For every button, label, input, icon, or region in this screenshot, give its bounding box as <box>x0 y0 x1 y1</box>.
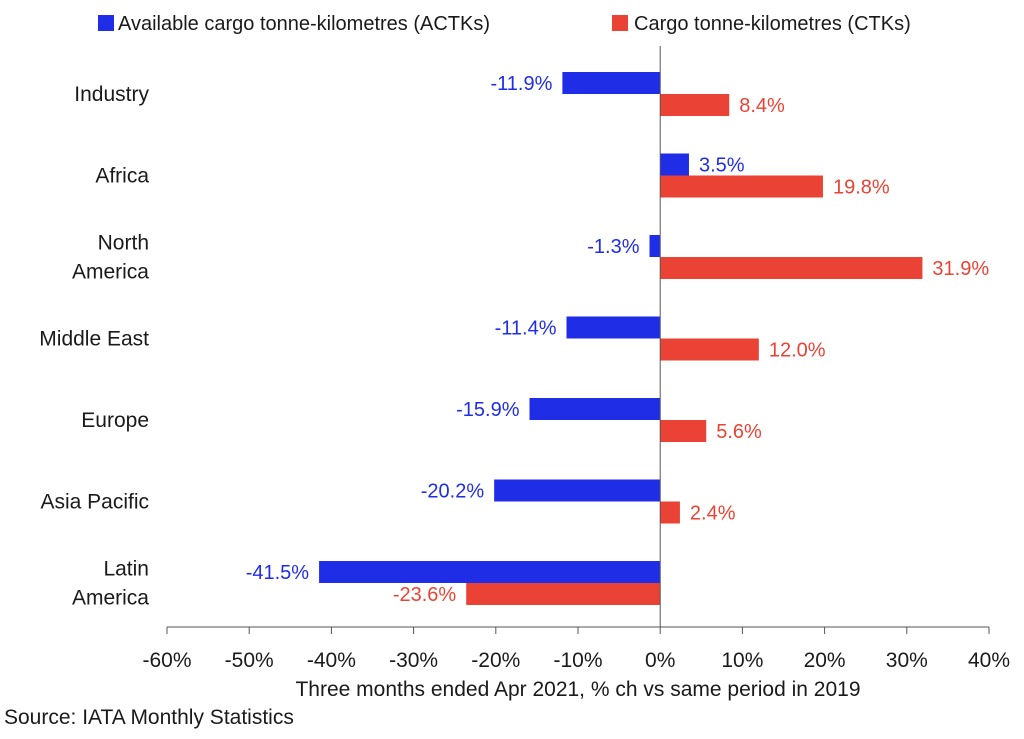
x-tick-label: 0% <box>645 649 675 672</box>
bar-actk-middle-east <box>566 316 661 339</box>
data-label-ctk-latin-america: -23.6% <box>393 584 457 606</box>
category-label-latin-america-line1: Latin <box>103 558 149 581</box>
x-tick-label: 10% <box>721 649 763 672</box>
x-tick-label: -10% <box>553 649 602 672</box>
bar-ctk-industry <box>660 94 730 116</box>
category-label-africa: Africa <box>95 165 149 188</box>
legend-label-ctk: Cargo tonne-kilometres (CTKs) <box>634 13 911 35</box>
legend-swatch-actk <box>98 15 114 31</box>
bar-actk-asia-pacific <box>494 479 661 502</box>
x-tick-label: -50% <box>225 649 274 672</box>
data-label-ctk-asia-pacific: 2.4% <box>690 503 736 525</box>
data-label-ctk-industry: 8.4% <box>739 95 785 117</box>
bar-ctk-north-america <box>660 257 923 279</box>
data-label-actk-industry: -11.9% <box>490 73 552 95</box>
x-tick-label: -30% <box>389 649 438 672</box>
x-tick-label: -40% <box>307 649 356 672</box>
data-label-actk-middle-east: -11.4% <box>495 318 557 340</box>
category-label-middle-east: Middle East <box>39 328 149 351</box>
data-label-ctk-middle-east: 12.0% <box>769 340 826 362</box>
category-label-latin-america-line2: America <box>72 587 149 610</box>
bar-actk-north-america <box>649 235 661 257</box>
bar-actk-europe <box>529 398 661 420</box>
category-label-europe: Europe <box>81 409 149 432</box>
x-tick-label: -60% <box>142 649 191 672</box>
bar-actk-industry <box>562 72 661 94</box>
x-tick-label: 40% <box>968 649 1010 672</box>
x-tick-label: -20% <box>471 649 520 672</box>
data-label-actk-latin-america: -41.5% <box>246 562 310 584</box>
source-note: Source: IATA Monthly Statistics <box>4 706 294 729</box>
data-label-ctk-africa: 19.8% <box>833 177 890 199</box>
legend-label-actk: Available cargo tonne-kilometres (ACTKs) <box>118 13 490 35</box>
x-tick-label: 20% <box>804 649 846 672</box>
data-label-actk-asia-pacific: -20.2% <box>421 481 485 503</box>
data-label-actk-europe: -15.9% <box>456 399 520 421</box>
data-label-actk-north-america: -1.3% <box>587 236 639 258</box>
category-label-north-america-line1: North <box>98 232 149 255</box>
x-tick-label: 30% <box>886 649 928 672</box>
x-axis-title: Three months ended Apr 2021, % ch vs sam… <box>295 678 860 701</box>
bar-ctk-africa <box>660 175 823 198</box>
category-label-asia-pacific: Asia Pacific <box>40 491 149 514</box>
bar-ctk-europe <box>660 420 707 442</box>
category-label-industry: Industry <box>74 83 149 106</box>
bar-actk-latin-america <box>319 561 661 583</box>
bar-ctk-latin-america <box>466 583 661 605</box>
legend-swatch-ctk <box>612 15 628 31</box>
data-label-actk-africa: 3.5% <box>699 155 745 177</box>
bar-ctk-middle-east <box>660 338 759 361</box>
bar-ctk-asia-pacific <box>660 501 680 524</box>
data-label-ctk-europe: 5.6% <box>716 421 762 443</box>
category-label-north-america-line2: America <box>72 261 149 284</box>
bar-actk-africa <box>660 153 689 176</box>
data-label-ctk-north-america: 31.9% <box>932 258 989 280</box>
